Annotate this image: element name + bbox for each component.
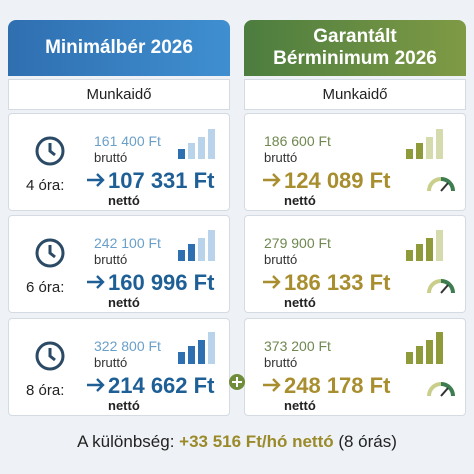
gross-amount: 242 100 Ft	[94, 235, 161, 251]
bar-icon	[406, 227, 446, 263]
gross-amount: 373 200 Ft	[264, 338, 331, 354]
net-label: nettó	[284, 193, 316, 208]
clock-icon	[34, 340, 66, 372]
net-label: nettó	[108, 398, 140, 413]
gross-label: bruttó	[94, 252, 128, 267]
clock-icon	[34, 237, 66, 269]
gross-label: bruttó	[264, 355, 298, 370]
arrow	[86, 274, 106, 290]
hour-label: 4 óra:	[26, 177, 65, 194]
gross-label: bruttó	[264, 150, 298, 165]
net-amount: 107 331 Ft	[108, 168, 215, 193]
column-subtitle: Munkaidő	[8, 79, 230, 110]
arrow	[86, 377, 106, 393]
arrow	[86, 172, 106, 188]
row-card	[244, 318, 466, 416]
gross-amount: 322 800 Ft	[94, 338, 161, 354]
arrow	[262, 172, 282, 188]
net-label: nettó	[284, 295, 316, 310]
plus-icon	[228, 373, 246, 391]
row-card	[244, 215, 466, 313]
net-amount: 248 178 Ft	[284, 373, 391, 398]
gross-amount: 186 600 Ft	[264, 133, 331, 149]
gauge-icon	[426, 175, 456, 193]
row-card	[244, 113, 466, 211]
net-label: nettó	[108, 193, 140, 208]
gauge-icon	[426, 277, 456, 295]
clock-icon	[34, 135, 66, 167]
footer-note: (8 órás)	[338, 432, 397, 451]
net-amount: 124 089 Ft	[284, 168, 391, 193]
bar-icon	[406, 330, 446, 366]
net-amount: 186 133 Ft	[284, 270, 391, 295]
bar-icon	[178, 125, 218, 161]
arrow	[262, 274, 282, 290]
net-amount: 160 996 Ft	[108, 270, 215, 295]
gross-label: bruttó	[264, 252, 298, 267]
footer: A különbség: +33 516 Ft/hó nettó (8 órás…	[0, 432, 474, 452]
gross-label: bruttó	[94, 355, 128, 370]
arrow	[262, 377, 282, 393]
gross-amount: 279 900 Ft	[264, 235, 331, 251]
column-title: Minimálbér 2026	[8, 20, 230, 76]
footer-label: A különbség:	[77, 432, 175, 451]
gross-label: bruttó	[94, 150, 128, 165]
gross-amount: 161 400 Ft	[94, 133, 161, 149]
gauge-icon	[426, 380, 456, 398]
bar-icon	[406, 125, 446, 161]
column-subtitle: Munkaidő	[244, 79, 466, 110]
hour-label: 6 óra:	[26, 279, 65, 296]
footer-amount: +33 516 Ft/hó nettó	[179, 432, 334, 451]
hour-label: 8 óra:	[26, 382, 65, 399]
net-label: nettó	[284, 398, 316, 413]
bar-icon	[178, 330, 218, 366]
net-amount: 214 662 Ft	[108, 373, 215, 398]
bar-icon	[178, 227, 218, 263]
net-label: nettó	[108, 295, 140, 310]
column-title: Garantált Bérminimum 2026	[244, 20, 466, 76]
